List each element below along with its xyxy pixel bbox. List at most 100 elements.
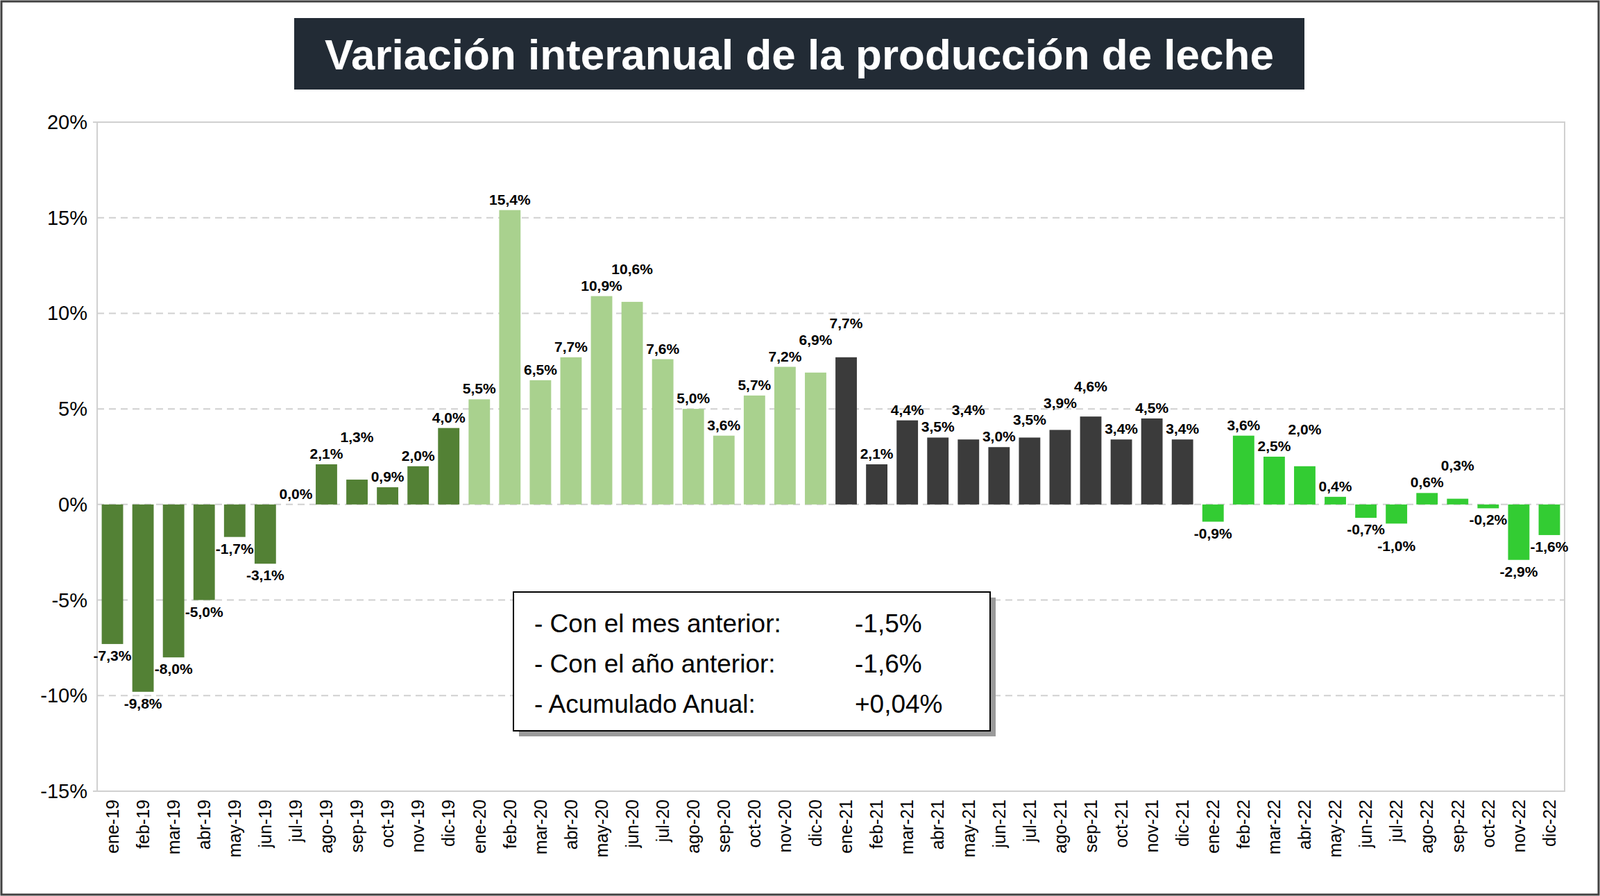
bar (1324, 496, 1347, 505)
bar (1080, 416, 1102, 505)
bar (774, 367, 796, 505)
data-label: -2,9% (1499, 563, 1538, 580)
annotation-frame (513, 591, 991, 731)
x-tick-label: abr-20 (561, 799, 581, 850)
x-tick-label: sep-19 (346, 799, 367, 853)
bar (835, 357, 857, 505)
data-label: -1,0% (1377, 537, 1416, 554)
title-group: Variación interanual de la producción de… (294, 18, 1305, 90)
bar (652, 359, 674, 505)
x-tick-label: sep-21 (1081, 799, 1101, 853)
data-label: 2,1% (860, 445, 894, 462)
x-tick-label: dic-22 (1539, 799, 1560, 847)
bar (529, 380, 551, 505)
data-label: 5,7% (737, 376, 771, 393)
x-tick-label: abr-19 (194, 799, 214, 850)
data-label: 6,9% (799, 331, 833, 348)
bar (1507, 504, 1530, 560)
x-tick-label: jun-20 (622, 799, 642, 849)
x-tick-label: ago-19 (316, 799, 336, 854)
bar (621, 301, 644, 505)
x-tick-label: oct-20 (744, 799, 764, 848)
y-tick-label: 10% (47, 301, 88, 325)
data-label: -5,0% (185, 603, 224, 620)
bar (1049, 429, 1072, 504)
data-label: 3,4% (951, 401, 986, 418)
x-tick-label: jul-19 (285, 799, 306, 843)
data-label: 3,9% (1043, 394, 1077, 411)
data-label: 0,6% (1410, 473, 1444, 490)
bar (1171, 439, 1194, 505)
bar (1018, 437, 1041, 504)
grid-line (97, 407, 1565, 410)
annotation-text: - Con el mes anterior: (534, 609, 782, 638)
bar (560, 357, 583, 505)
bar (713, 435, 735, 505)
x-tick-label: jun-21 (989, 799, 1009, 849)
x-tick-label: dic-19 (438, 799, 458, 847)
plot-frame (97, 122, 1565, 791)
x-tick-label: oct-22 (1478, 799, 1499, 848)
x-tick-label: oct-21 (1111, 799, 1131, 848)
bar (285, 503, 307, 505)
x-tick-label: mar-21 (897, 799, 917, 855)
bar (376, 487, 399, 505)
x-tick-label: ago-21 (1050, 799, 1070, 854)
x-tick-label: oct-19 (377, 799, 397, 848)
bar (101, 504, 124, 644)
data-label: 4,0% (432, 409, 466, 426)
data-label: -1,7% (215, 540, 254, 557)
x-tick-label: feb-21 (866, 799, 887, 849)
annotation-figure: -1,5% (854, 609, 923, 638)
bar (896, 420, 918, 505)
x-tick-label: feb-20 (500, 799, 520, 849)
data-label: 2,5% (1257, 437, 1291, 454)
bar (591, 296, 613, 505)
y-tick-label: 20% (47, 111, 88, 134)
bar (988, 446, 1010, 505)
data-label: -3,1% (246, 566, 285, 583)
data-label: 3,0% (982, 428, 1016, 445)
grid-line (97, 217, 1565, 219)
bar (437, 428, 460, 505)
bar (193, 504, 216, 601)
bar (1110, 439, 1133, 505)
bar (163, 504, 185, 658)
bar (1263, 456, 1285, 505)
x-tick-label: jun-19 (255, 799, 275, 849)
bar (1232, 435, 1255, 505)
x-tick-label: ene-21 (836, 799, 856, 854)
data-label: 4,5% (1135, 399, 1169, 416)
data-label: -9,8% (124, 695, 163, 712)
x-tick-label: feb-19 (133, 799, 153, 849)
bar (1538, 504, 1561, 535)
bar (804, 372, 827, 505)
bar (346, 479, 368, 505)
data-label: 0,3% (1441, 457, 1475, 474)
x-tick-label: dic-21 (1172, 799, 1193, 847)
data-label: -0,7% (1346, 521, 1385, 538)
bar (743, 395, 766, 505)
background (0, 0, 1600, 896)
bar (682, 408, 705, 505)
bar (1385, 504, 1408, 524)
bar (1477, 504, 1499, 509)
y-tick-label: -10% (40, 684, 88, 707)
x-tick-label: nov-19 (407, 799, 428, 853)
x-tick-label: mar-20 (530, 799, 551, 855)
x-tick-label: nov-20 (775, 799, 795, 853)
x-tick-label: ago-22 (1416, 799, 1437, 854)
bar (957, 439, 980, 505)
y-tick-label: -15% (40, 779, 88, 803)
chart: -15%-10%-5%0%5%10%15%20%ene-19feb-19mar-… (0, 0, 1600, 896)
y-tick-label: 5% (58, 397, 88, 420)
data-label: 7,7% (554, 338, 588, 355)
x-tick-label: abr-21 (927, 799, 948, 850)
data-label: 3,5% (1013, 411, 1047, 428)
y-tick-label: 15% (47, 206, 88, 229)
bar (132, 504, 155, 692)
bar (1355, 504, 1377, 518)
data-label: 3,5% (921, 418, 955, 435)
bar (254, 504, 277, 564)
bar (1141, 418, 1163, 505)
